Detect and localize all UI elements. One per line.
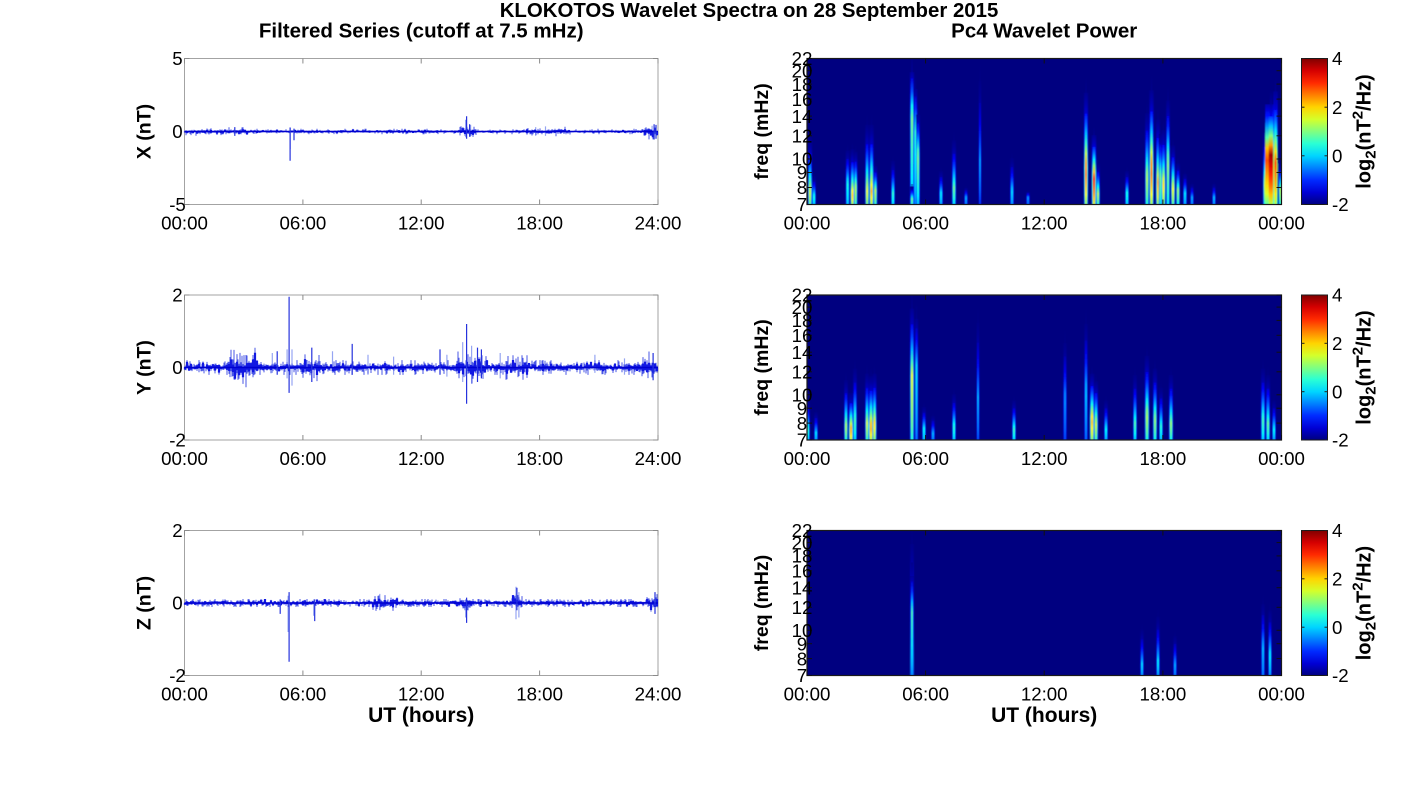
svg-text:2: 2 [172, 285, 182, 306]
svg-text:Z (nT): Z (nT) [134, 576, 156, 630]
svg-text:22: 22 [792, 520, 813, 541]
svg-text:12:00: 12:00 [1021, 684, 1068, 705]
svg-text:-2: -2 [1332, 194, 1349, 215]
svg-text:0: 0 [1332, 617, 1342, 638]
svg-text:4: 4 [1332, 520, 1342, 541]
svg-text:4: 4 [1332, 48, 1342, 69]
svg-text:2: 2 [172, 520, 182, 541]
svg-text:freq (mHz): freq (mHz) [751, 555, 773, 651]
svg-text:X (nT): X (nT) [134, 104, 156, 159]
svg-text:22: 22 [792, 285, 813, 306]
svg-text:18:00: 18:00 [516, 684, 563, 705]
svg-text:7: 7 [797, 665, 807, 686]
svg-text:20: 20 [792, 297, 813, 318]
svg-text:-2: -2 [169, 665, 186, 686]
svg-text:14: 14 [792, 106, 813, 127]
svg-text:18: 18 [792, 74, 813, 95]
svg-text:-2: -2 [1332, 430, 1349, 451]
svg-text:18: 18 [792, 310, 813, 331]
svg-text:8: 8 [797, 177, 807, 198]
svg-text:Pc4 Wavelet Power: Pc4 Wavelet Power [951, 20, 1137, 43]
svg-text:06:00: 06:00 [280, 684, 327, 705]
svg-text:10: 10 [792, 620, 813, 641]
svg-text:12:00: 12:00 [1021, 213, 1068, 234]
svg-text:20: 20 [792, 532, 813, 553]
svg-text:16: 16 [792, 325, 813, 346]
svg-text:00:00: 00:00 [784, 684, 831, 705]
svg-text:log2(nT2/Hz): log2(nT2/Hz) [1350, 546, 1380, 660]
svg-text:18:00: 18:00 [516, 213, 563, 234]
svg-text:22: 22 [792, 48, 813, 69]
svg-text:-2: -2 [1332, 665, 1349, 686]
svg-text:14: 14 [792, 342, 813, 363]
svg-text:12:00: 12:00 [398, 213, 445, 234]
svg-text:00:00: 00:00 [784, 213, 831, 234]
svg-text:00:00: 00:00 [161, 448, 208, 469]
svg-text:24:00: 24:00 [635, 448, 682, 469]
svg-text:18:00: 18:00 [1140, 684, 1187, 705]
svg-text:Filtered Series (cutoff at 7.5: Filtered Series (cutoff at 7.5 mHz) [259, 20, 584, 43]
svg-text:24:00: 24:00 [635, 213, 682, 234]
svg-text:0: 0 [172, 357, 182, 378]
svg-text:freq (mHz): freq (mHz) [751, 319, 773, 415]
svg-text:00:00: 00:00 [1258, 448, 1305, 469]
svg-text:06:00: 06:00 [280, 448, 327, 469]
svg-text:KLOKOTOS Wavelet Spectra on 28: KLOKOTOS Wavelet Spectra on 28 September… [500, 0, 999, 22]
svg-text:12:00: 12:00 [398, 448, 445, 469]
svg-text:00:00: 00:00 [161, 213, 208, 234]
svg-text:0: 0 [172, 593, 182, 614]
svg-text:12:00: 12:00 [398, 684, 445, 705]
svg-text:20: 20 [792, 60, 813, 81]
svg-text:24:00: 24:00 [635, 684, 682, 705]
svg-text:2: 2 [1332, 333, 1342, 354]
svg-text:12: 12 [792, 597, 813, 618]
svg-text:log2(nT2/Hz): log2(nT2/Hz) [1350, 74, 1380, 188]
svg-text:9: 9 [797, 633, 807, 654]
svg-text:Y (nT): Y (nT) [134, 340, 156, 395]
svg-text:00:00: 00:00 [1258, 213, 1305, 234]
svg-text:UT (hours): UT (hours) [991, 704, 1097, 727]
svg-text:18:00: 18:00 [1140, 448, 1187, 469]
svg-text:2: 2 [1332, 569, 1342, 590]
svg-text:16: 16 [792, 561, 813, 582]
svg-text:12: 12 [792, 126, 813, 147]
svg-text:0: 0 [1332, 381, 1342, 402]
svg-text:06:00: 06:00 [902, 213, 949, 234]
svg-text:16: 16 [792, 89, 813, 110]
svg-text:8: 8 [797, 648, 807, 669]
svg-text:06:00: 06:00 [280, 213, 327, 234]
svg-text:7: 7 [797, 194, 807, 215]
svg-text:5: 5 [172, 48, 182, 69]
svg-text:9: 9 [797, 162, 807, 183]
svg-text:00:00: 00:00 [784, 448, 831, 469]
svg-text:10: 10 [792, 385, 813, 406]
svg-text:9: 9 [797, 398, 807, 419]
svg-text:10: 10 [792, 149, 813, 170]
svg-text:8: 8 [797, 413, 807, 434]
svg-text:18:00: 18:00 [516, 448, 563, 469]
svg-text:4: 4 [1332, 285, 1342, 306]
svg-text:freq (mHz): freq (mHz) [751, 83, 773, 179]
svg-text:14: 14 [792, 577, 813, 598]
svg-text:UT (hours): UT (hours) [368, 704, 474, 727]
svg-text:log2(nT2/Hz): log2(nT2/Hz) [1350, 310, 1380, 424]
svg-text:00:00: 00:00 [161, 684, 208, 705]
svg-text:00:00: 00:00 [1258, 684, 1305, 705]
svg-text:-2: -2 [169, 430, 186, 451]
svg-text:12:00: 12:00 [1021, 448, 1068, 469]
svg-text:06:00: 06:00 [902, 684, 949, 705]
svg-text:0: 0 [1332, 146, 1342, 167]
svg-text:06:00: 06:00 [902, 448, 949, 469]
svg-text:-5: -5 [169, 194, 186, 215]
svg-text:18: 18 [792, 546, 813, 567]
svg-text:2: 2 [1332, 97, 1342, 118]
svg-text:7: 7 [797, 430, 807, 451]
svg-text:12: 12 [792, 362, 813, 383]
svg-text:0: 0 [172, 121, 182, 142]
svg-text:18:00: 18:00 [1140, 213, 1187, 234]
